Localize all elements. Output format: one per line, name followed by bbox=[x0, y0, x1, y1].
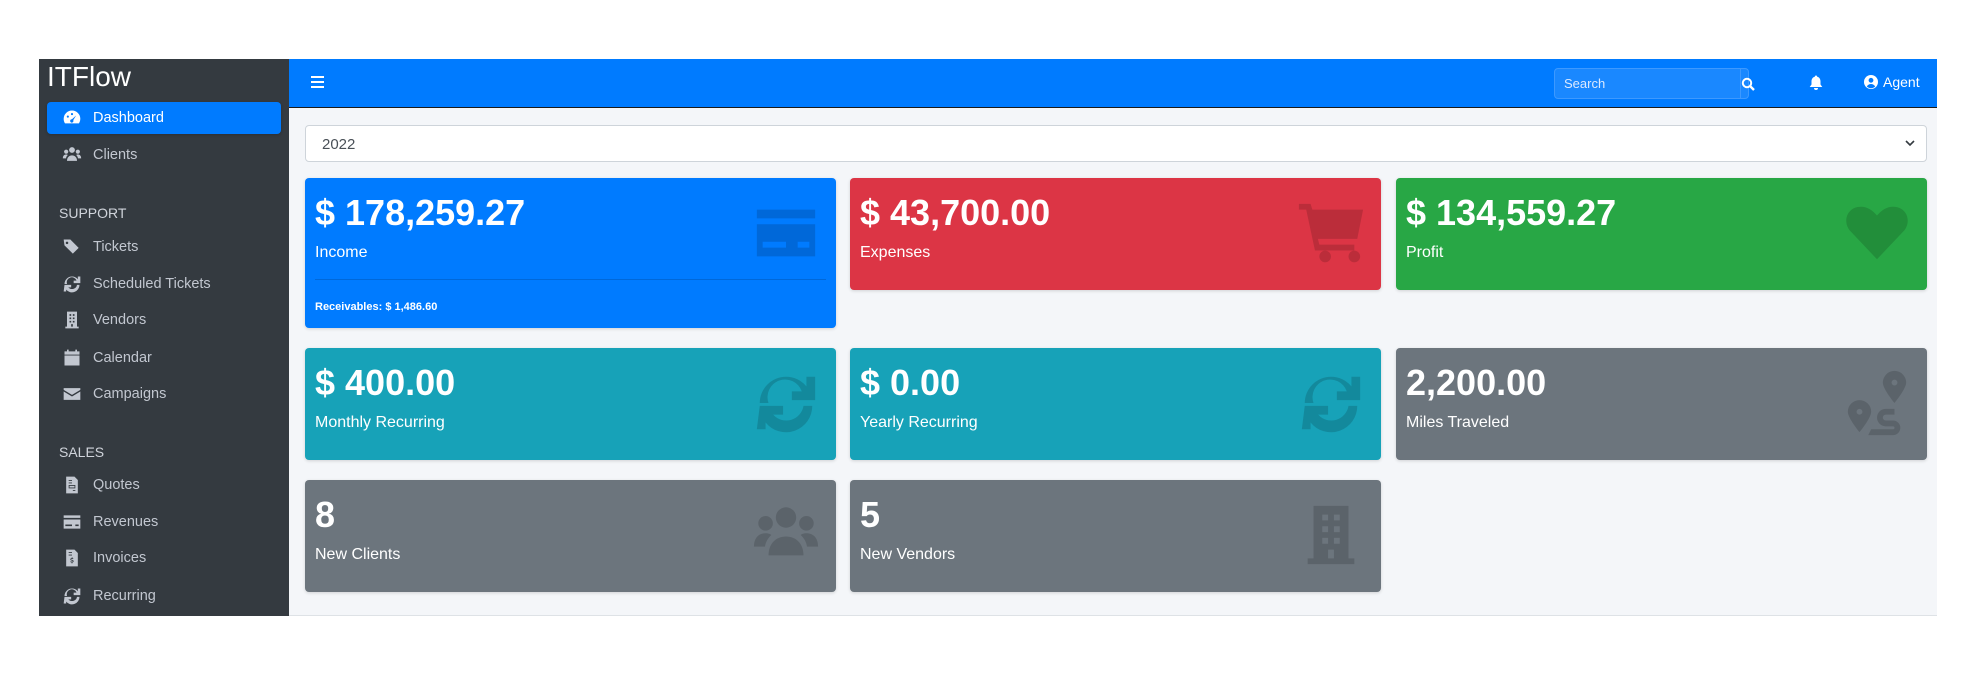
sync-icon bbox=[1295, 368, 1367, 438]
sync-icon bbox=[63, 588, 81, 605]
stat-label: Monthly Recurring bbox=[315, 414, 445, 431]
card-divider bbox=[315, 279, 826, 280]
envelope-icon bbox=[63, 388, 81, 400]
sync-icon bbox=[63, 276, 81, 293]
sidebar-item-label: Recurring bbox=[93, 588, 156, 604]
sidebar-item-clients[interactable]: Clients bbox=[47, 139, 281, 171]
sidebar-item-quotes[interactable]: Quotes bbox=[47, 469, 281, 501]
stat-card-new-clients[interactable]: 8 New Clients bbox=[305, 480, 836, 592]
file-invoice-dollar-icon bbox=[66, 549, 78, 567]
sidebar-item-calendar[interactable]: Calendar bbox=[47, 342, 281, 374]
search-box bbox=[1554, 68, 1755, 99]
stat-value: 8 bbox=[315, 494, 336, 535]
sidebar-item-label: Vendors bbox=[93, 312, 147, 328]
stat-value: $ 0.00 bbox=[860, 362, 961, 403]
sidebar-item-scheduled-tickets[interactable]: Scheduled Tickets bbox=[47, 268, 281, 300]
stat-label: New Vendors bbox=[860, 546, 956, 563]
receivables-text: Receivables: $ 1,486.60 bbox=[315, 301, 438, 313]
sidebar-item-label: Clients bbox=[93, 147, 138, 163]
top-navbar: Agent bbox=[289, 59, 1937, 108]
stat-card-miles-traveled[interactable]: 2,200.00 Miles Traveled bbox=[1396, 348, 1927, 460]
credit-card-icon bbox=[750, 198, 822, 268]
stat-value: 2,200.00 bbox=[1406, 362, 1547, 403]
sidebar-item-label: Invoices bbox=[93, 550, 147, 566]
stat-value: $ 134,559.27 bbox=[1406, 192, 1617, 233]
sidebar-item-label: Calendar bbox=[93, 350, 152, 366]
credit-card-icon bbox=[63, 515, 81, 529]
stat-card-monthly-recurring[interactable]: $ 400.00 Monthly Recurring bbox=[305, 348, 836, 460]
stat-label: Yearly Recurring bbox=[860, 414, 978, 431]
stat-card-income[interactable]: $ 178,259.27 Income Receivables: $ 1,486.6… bbox=[305, 178, 836, 328]
search-button[interactable] bbox=[1740, 69, 1755, 98]
stat-value: $ 43,700.00 bbox=[860, 192, 1051, 233]
stat-card-expenses[interactable]: $ 43,700.00 Expenses bbox=[850, 178, 1381, 290]
stat-card-new-vendors[interactable]: 5 New Vendors bbox=[850, 480, 1381, 592]
search-icon bbox=[1741, 77, 1755, 91]
sidebar-item-label: Dashboard bbox=[93, 110, 164, 126]
stat-label: Miles Traveled bbox=[1406, 414, 1510, 431]
sidebar-item-label: Campaigns bbox=[93, 386, 167, 402]
menu-toggle-icon[interactable] bbox=[311, 75, 327, 89]
tags-icon bbox=[63, 239, 79, 254]
user-menu[interactable]: Agent bbox=[1864, 74, 1920, 90]
users-icon bbox=[750, 500, 822, 570]
year-select[interactable]: 2022 bbox=[305, 125, 1927, 162]
sidebar-item-label: Tickets bbox=[93, 239, 139, 255]
stat-card-profit[interactable]: $ 134,559.27 Profit bbox=[1396, 178, 1927, 290]
building-icon bbox=[1295, 500, 1367, 570]
chevron-down-icon bbox=[1905, 140, 1915, 147]
file-icon bbox=[66, 476, 78, 494]
shopping-cart-icon bbox=[1295, 198, 1367, 268]
year-select-value: 2022 bbox=[322, 136, 356, 153]
sidebar-item-campaigns[interactable]: Campaigns bbox=[47, 378, 281, 410]
route-icon bbox=[1841, 368, 1913, 438]
calendar-icon bbox=[64, 349, 80, 366]
stat-label: Expenses bbox=[860, 244, 931, 261]
sidebar-header-sales: SALES bbox=[59, 444, 105, 460]
sidebar-item-recurring[interactable]: Recurring bbox=[47, 580, 281, 612]
stat-card-yearly-recurring[interactable]: $ 0.00 Yearly Recurring bbox=[850, 348, 1381, 460]
dashboard-content: 2022 $ 178,259.27 Income Receivables: $ 1,… bbox=[289, 108, 1937, 616]
stat-label: Income bbox=[315, 244, 368, 261]
sidebar-item-revenues[interactable]: Revenues bbox=[47, 506, 281, 538]
sidebar-item-label: Quotes bbox=[93, 477, 140, 493]
brand-logo[interactable]: ITFlow bbox=[47, 61, 131, 92]
search-input[interactable] bbox=[1555, 69, 1740, 98]
building-icon bbox=[65, 311, 79, 329]
sidebar: ITFlow Dashboard Clients SUPPORT Tickets Sch… bbox=[39, 59, 289, 616]
stat-label: Profit bbox=[1406, 244, 1444, 261]
sync-icon bbox=[750, 368, 822, 438]
heart-icon bbox=[1841, 198, 1913, 268]
bell-icon[interactable] bbox=[1809, 75, 1823, 91]
stat-value: $ 400.00 bbox=[315, 362, 456, 403]
stat-label: New Clients bbox=[315, 546, 401, 563]
sidebar-item-invoices[interactable]: Invoices bbox=[47, 542, 281, 574]
stat-value: 5 bbox=[860, 494, 881, 535]
sidebar-item-label: Revenues bbox=[93, 514, 159, 530]
stat-value: $ 178,259.27 bbox=[315, 192, 526, 233]
sidebar-item-tickets[interactable]: Tickets bbox=[47, 231, 281, 263]
tachometer-icon bbox=[63, 110, 81, 124]
sidebar-header-support: SUPPORT bbox=[59, 205, 127, 221]
users-icon bbox=[62, 147, 82, 161]
user-circle-icon bbox=[1864, 75, 1878, 89]
sidebar-item-dashboard[interactable]: Dashboard bbox=[47, 102, 281, 134]
sidebar-item-vendors[interactable]: Vendors bbox=[47, 304, 281, 336]
user-name: Agent bbox=[1883, 74, 1920, 90]
sidebar-item-label: Scheduled Tickets bbox=[93, 276, 211, 292]
